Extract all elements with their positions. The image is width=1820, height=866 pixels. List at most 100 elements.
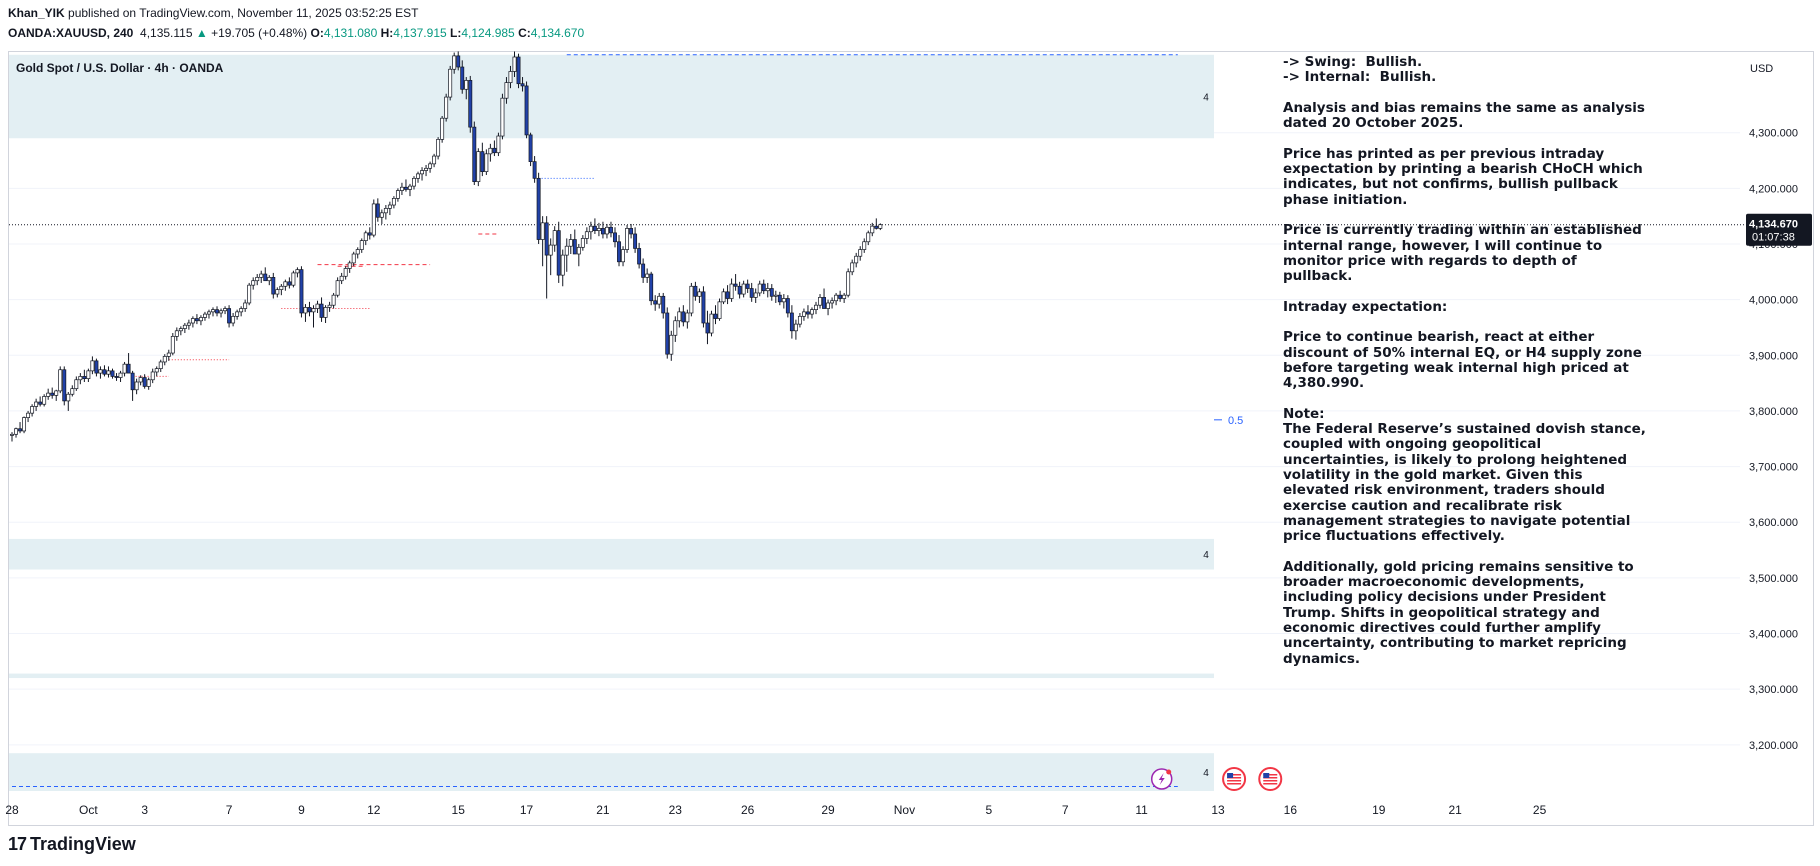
candle (223, 306, 228, 315)
candle-body (789, 312, 794, 332)
candle-body (765, 288, 770, 292)
candle-body (118, 372, 123, 378)
candle (315, 300, 320, 313)
candle (162, 354, 167, 366)
candle-body (404, 186, 408, 190)
candle-body (58, 369, 63, 392)
x-tick-label: 13 (1211, 803, 1225, 817)
candle-body (271, 277, 276, 295)
candle (154, 366, 159, 377)
candle (669, 330, 674, 361)
x-tick-label: 16 (1284, 803, 1298, 817)
candle (472, 121, 477, 185)
candle-body (307, 307, 312, 313)
candle-body (223, 308, 228, 312)
candle-body (500, 97, 505, 137)
candle (476, 148, 481, 187)
candle (424, 164, 429, 177)
note-p4: Intraday expectation: (1283, 298, 1448, 315)
candle-body (685, 312, 690, 323)
candle (508, 65, 513, 89)
candle (512, 51, 517, 78)
candle (874, 218, 879, 230)
candle-body (122, 363, 127, 374)
candle-body (162, 356, 167, 363)
candle (810, 307, 814, 319)
candle-body (717, 301, 722, 319)
author-name[interactable]: Khan_YIK (8, 6, 65, 20)
candle-body (693, 285, 698, 297)
candle-body (625, 228, 630, 250)
zone-label: 4 (1203, 768, 1209, 779)
candle (769, 284, 774, 301)
y-tick-label: 3,400.000 (1749, 629, 1798, 641)
candle (126, 353, 131, 374)
candle-body (444, 96, 449, 119)
candle-body (806, 311, 810, 315)
candle-body (150, 371, 155, 381)
candle (255, 274, 260, 286)
candle (178, 326, 183, 336)
candle-body (211, 309, 215, 313)
candle-body (637, 248, 642, 265)
candle-body (432, 155, 437, 165)
candle-body (822, 297, 826, 309)
candle-body (737, 285, 742, 295)
candle-body (532, 161, 537, 179)
zone-label: 4 (1203, 550, 1209, 561)
candle-body (207, 311, 211, 315)
candle (789, 305, 794, 339)
candle (383, 205, 388, 220)
candle-body (745, 283, 750, 289)
countdown-label: 01:07:38 (1752, 232, 1795, 244)
tradingview-footer[interactable]: 17 TradingView (8, 834, 136, 855)
candle (231, 312, 236, 327)
candle (42, 394, 47, 407)
price-axis (1744, 52, 1813, 792)
candle-body (468, 80, 473, 128)
candle (138, 375, 143, 386)
candle-body (496, 135, 501, 154)
candle-body (263, 273, 268, 282)
candle (834, 292, 839, 306)
candle (271, 272, 276, 299)
low-value: 4,124.985 (461, 26, 515, 40)
candle (681, 305, 686, 327)
candle-body (653, 300, 658, 305)
candle (239, 306, 244, 317)
candle (146, 377, 151, 390)
open-label: O: (310, 26, 324, 40)
candle-body (713, 313, 718, 319)
candle (371, 199, 376, 238)
candle-body (508, 71, 513, 83)
y-tick-label: 4,000.000 (1749, 295, 1798, 307)
candle (428, 161, 433, 173)
candle (753, 288, 758, 303)
candle (793, 319, 798, 340)
chart-frame[interactable] (8, 51, 1814, 826)
candle (311, 305, 316, 328)
candle-body (814, 304, 818, 310)
candle-body (801, 311, 806, 317)
candle-body (600, 228, 605, 235)
candle (689, 282, 694, 317)
candle (102, 365, 107, 377)
high-label: H: (380, 26, 394, 40)
candle-body (134, 381, 139, 391)
candle (279, 284, 284, 296)
candle-body (609, 226, 613, 234)
candle-body (793, 323, 798, 332)
supply-demand-zone (9, 54, 1214, 139)
candle (600, 221, 605, 239)
candle (251, 277, 256, 290)
candle (98, 366, 103, 379)
candle (665, 307, 670, 359)
candle (777, 291, 782, 306)
candle-body (830, 300, 835, 304)
candle-body (26, 412, 31, 418)
candle-body (50, 392, 55, 396)
candle (528, 132, 533, 167)
candle (94, 358, 99, 377)
candle (110, 368, 115, 379)
